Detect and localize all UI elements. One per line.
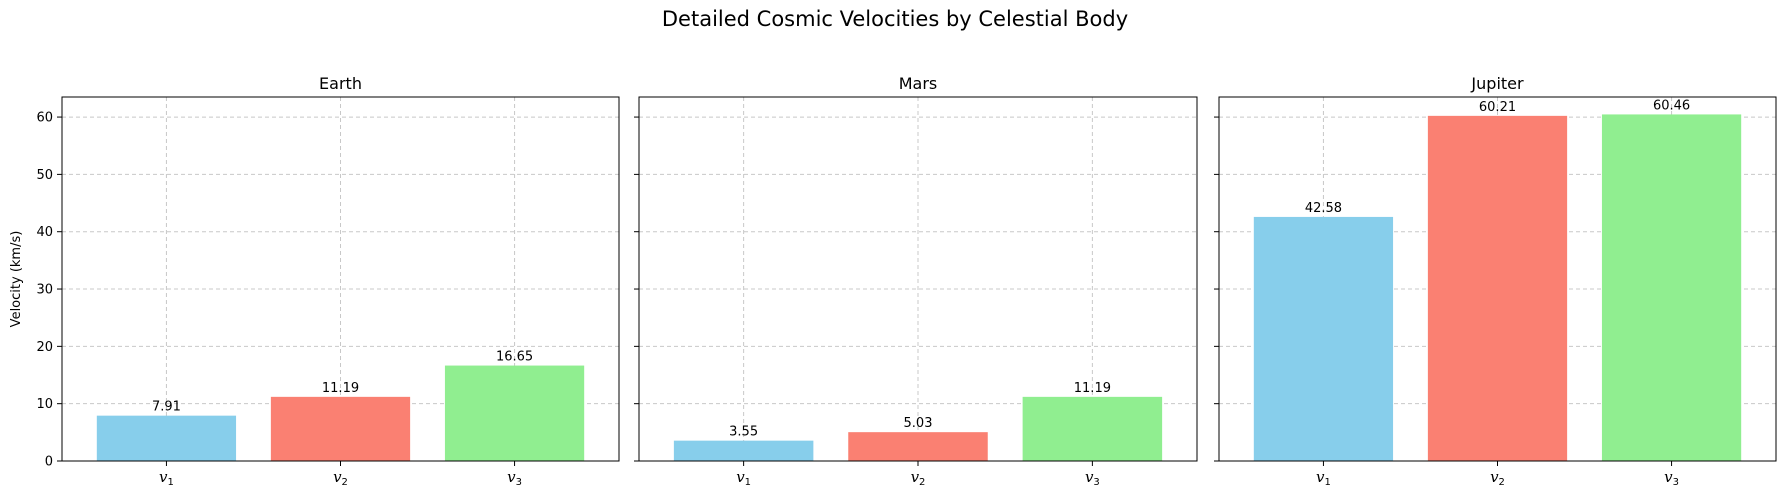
bar-jupiter-3 bbox=[1601, 114, 1742, 461]
bar-jupiter-1 bbox=[1253, 216, 1394, 461]
data-label: 11.19 bbox=[1074, 381, 1111, 396]
figure-title: Detailed Cosmic Velocities by Celestial … bbox=[662, 7, 1128, 31]
x-tick-label: v3 bbox=[1664, 468, 1679, 488]
bar-earth-1 bbox=[96, 415, 237, 461]
data-label: 42.58 bbox=[1305, 201, 1342, 216]
panel-title: Jupiter bbox=[1470, 74, 1524, 93]
bar-mars-2 bbox=[848, 432, 988, 461]
x-tick-label: v2 bbox=[333, 468, 348, 488]
y-tick-label: 60 bbox=[36, 111, 53, 126]
data-label: 60.46 bbox=[1653, 98, 1690, 113]
y-tick-label: 50 bbox=[36, 168, 53, 183]
x-tick-label: v2 bbox=[1490, 468, 1505, 488]
x-tick-label: v1 bbox=[1316, 468, 1331, 488]
y-tick-label: 0 bbox=[45, 455, 53, 470]
panels: 7.91 11.19 16.65 0 10 20 30 40 50 60 v1 v2 v3 Earth 3.… bbox=[9, 74, 1777, 488]
bar-mars-1 bbox=[673, 440, 814, 461]
y-axis-label: Velocity (km/s) bbox=[9, 231, 24, 328]
y-tick-label: 30 bbox=[36, 283, 53, 298]
data-label: 7.91 bbox=[152, 400, 181, 415]
bar-mars-3 bbox=[1022, 396, 1163, 461]
x-tick-label: v3 bbox=[507, 468, 522, 488]
bar-earth-2 bbox=[270, 396, 411, 461]
y-tick-label: 10 bbox=[36, 397, 53, 412]
x-tick-label: v3 bbox=[1085, 468, 1100, 488]
data-label: 5.03 bbox=[904, 416, 933, 431]
bar-earth-3 bbox=[444, 365, 585, 461]
bar-jupiter-2 bbox=[1427, 115, 1568, 461]
data-label: 11.19 bbox=[322, 381, 359, 396]
y-tick-label: 40 bbox=[36, 225, 53, 240]
x-tick-label: v1 bbox=[736, 468, 751, 488]
data-label: 16.65 bbox=[496, 350, 533, 365]
panel-jupiter: 42.58 60.21 60.46 v1 v2 v3 Jupiter bbox=[1214, 74, 1777, 488]
panel-title: Earth bbox=[319, 74, 362, 93]
panel-mars: 3.55 5.03 11.19 v1 v2 v3 Mars bbox=[634, 74, 1198, 488]
data-label: 3.55 bbox=[729, 425, 758, 440]
y-tick-label: 20 bbox=[36, 340, 53, 355]
panel-title: Mars bbox=[899, 74, 938, 93]
x-tick-label: v2 bbox=[911, 468, 926, 488]
data-label: 60.21 bbox=[1479, 100, 1516, 115]
panel-earth: 7.91 11.19 16.65 0 10 20 30 40 50 60 v1 v2 v3 Earth bbox=[36, 74, 620, 488]
x-tick-label: v1 bbox=[159, 468, 174, 488]
